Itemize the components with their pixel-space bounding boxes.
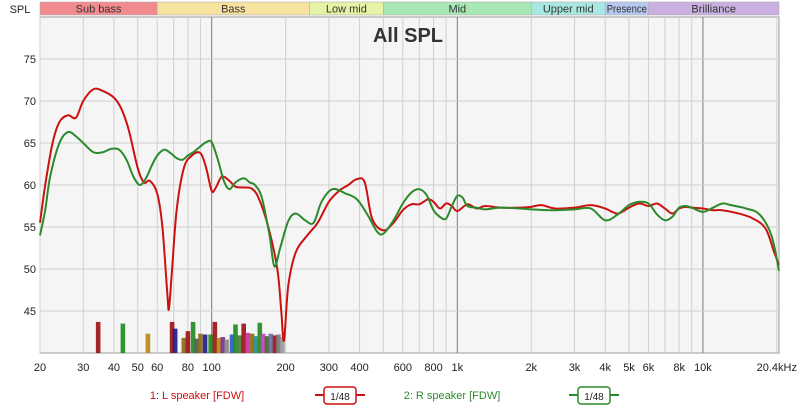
resonance-marker — [276, 334, 281, 353]
x-tick-label: 10k — [694, 362, 712, 374]
band-label: Mid — [448, 4, 466, 16]
band-label: Upper mid — [543, 4, 594, 16]
x-tick-label: 5k — [623, 362, 635, 374]
resonance-marker — [169, 321, 175, 353]
resonance-marker — [120, 323, 126, 353]
resonance-marker — [190, 321, 196, 353]
x-tick-label: 30 — [77, 362, 89, 374]
x-tick-labels: 20 30 40 50 60 80 100 200 300 400 600 800 1k 2k 3k 4k 5k… — [34, 362, 797, 374]
band-label: Brilliance — [691, 4, 736, 16]
resonance-marker — [194, 338, 200, 353]
resonance-marker — [212, 321, 218, 353]
resonance-marker — [172, 328, 178, 353]
x-tick-label: 4k — [599, 362, 611, 374]
resonance-marker — [229, 334, 235, 353]
x-tick-label: 800 — [424, 362, 442, 374]
resonance-marker — [260, 333, 266, 353]
resonance-marker — [185, 331, 191, 353]
series-line-2 — [39, 130, 780, 271]
legend-label-1: 1: L speaker [FDW] — [150, 390, 244, 402]
series-line-1 — [39, 87, 780, 342]
x-tick-label: 8k — [673, 362, 685, 374]
resonance-marker — [208, 334, 213, 353]
legend: 1: L speaker [FDW] 1/48 2: R speaker [FDW]… — [150, 386, 619, 405]
x-tick-label: 600 — [394, 362, 412, 374]
resonance-marker — [202, 334, 208, 353]
resonance-marker — [245, 332, 250, 353]
resonance-marker — [264, 336, 270, 353]
x-tick-label: 300 — [320, 362, 338, 374]
resonance-marker — [253, 336, 258, 353]
band-label: Presence — [607, 4, 647, 16]
y-axis-label: SPL — [10, 4, 31, 16]
resonance-marker — [224, 339, 229, 353]
y-tick-label: 65 — [24, 138, 36, 150]
resonance-marker — [95, 321, 101, 353]
resonance-marker — [249, 333, 255, 353]
x-tick-label: 40 — [108, 362, 120, 374]
legend-smoothing-box — [577, 386, 611, 405]
x-tick-label: 2k — [525, 362, 537, 374]
resonance-marker — [198, 333, 203, 353]
resonance-marker — [145, 333, 151, 353]
y-tick-label: 60 — [24, 180, 36, 192]
band-label: Bass — [221, 4, 246, 16]
frequency-band-header: Sub bass Bass Low mid Mid Upper mid Presence B… — [39, 1, 780, 16]
series-lines — [39, 87, 780, 342]
x-tick-label: 20 — [34, 362, 46, 374]
resonance-markers — [95, 321, 285, 353]
resonance-marker — [241, 323, 247, 353]
x-tick-label: 6k — [643, 362, 655, 374]
band-label: Sub bass — [76, 4, 122, 16]
y-tick-label: 70 — [24, 96, 36, 108]
legend-smoothing-label: 1/48 — [584, 392, 604, 403]
resonance-marker — [257, 322, 263, 353]
resonance-marker — [272, 335, 278, 353]
x-tick-label: 80 — [182, 362, 194, 374]
x-tick-label: 1k — [452, 362, 464, 374]
resonance-marker — [216, 337, 222, 353]
chart-title: All SPL — [373, 25, 443, 47]
x-tick-label: 50 — [132, 362, 144, 374]
resonance-marker — [280, 337, 285, 353]
y-tick-label: 75 — [24, 54, 36, 66]
resonance-marker — [220, 337, 226, 353]
y-tick-label: 45 — [24, 306, 36, 318]
legend-smoothing-label: 1/48 — [330, 392, 350, 403]
resonance-marker — [233, 324, 238, 353]
band-label: Low mid — [326, 4, 367, 16]
legend-label-2: 2: R speaker [FDW] — [404, 390, 501, 402]
grid-lines — [39, 17, 779, 353]
x-tick-label: 3k — [569, 362, 581, 374]
y-tick-labels: 45 50 55 60 65 70 75 — [24, 54, 36, 318]
x-tick-label: 400 — [350, 362, 368, 374]
x-tick-label: 200 — [276, 362, 294, 374]
x-tick-label: 60 — [151, 362, 163, 374]
resonance-marker — [237, 335, 242, 353]
x-tick-label: 20.4kHz — [757, 362, 797, 374]
x-tick-label: 100 — [203, 362, 221, 374]
band-6 — [648, 1, 780, 16]
resonance-marker — [268, 333, 274, 353]
legend-smoothing-box — [323, 386, 357, 405]
y-tick-label: 50 — [24, 264, 36, 276]
resonance-marker — [181, 337, 187, 353]
y-tick-label: 55 — [24, 222, 36, 234]
